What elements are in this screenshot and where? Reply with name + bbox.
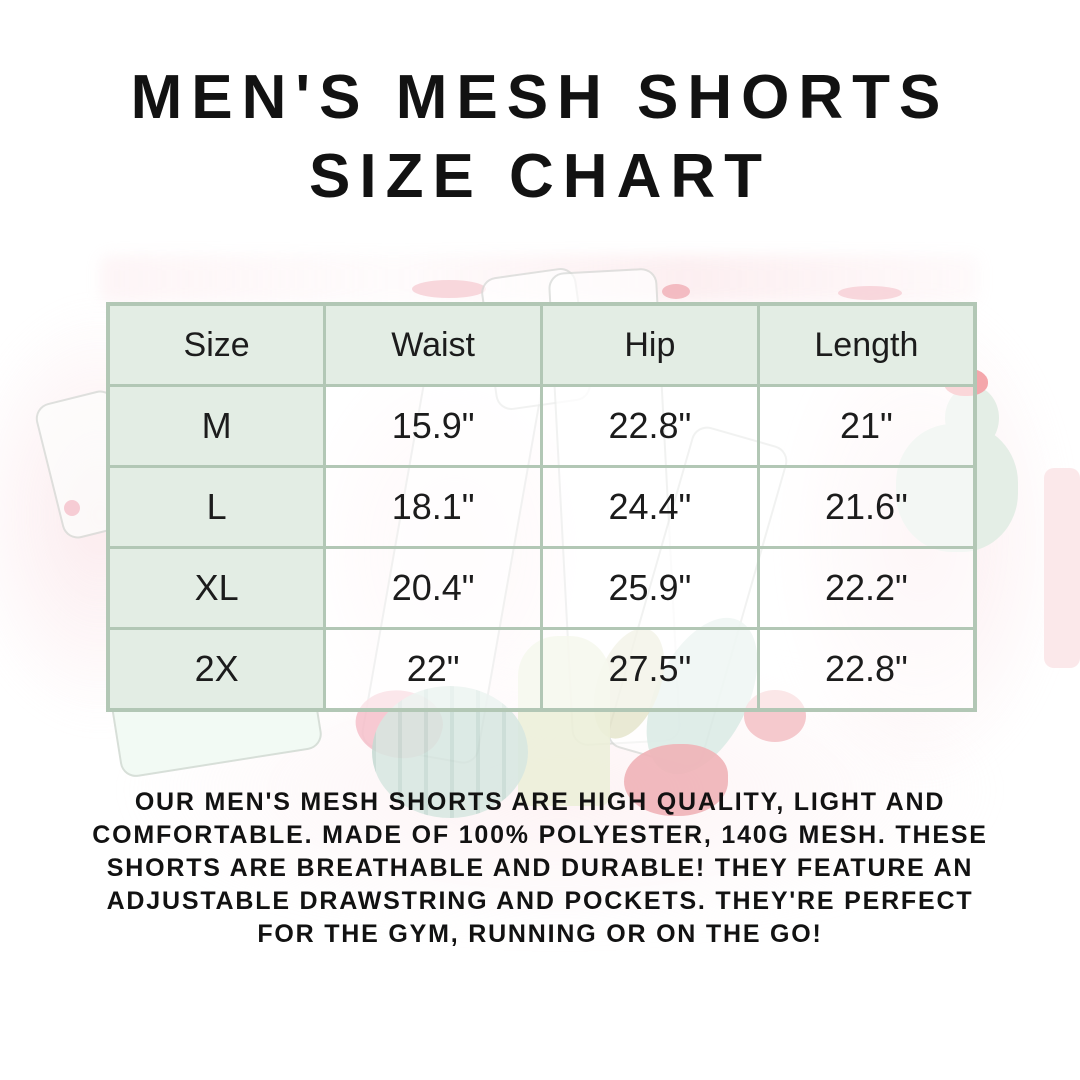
cell-xl-hip: 25.9" bbox=[540, 546, 760, 630]
col-header-length: Length bbox=[756, 302, 977, 387]
watercolor-pink-strip bbox=[1044, 468, 1080, 668]
cell-l-hip: 24.4" bbox=[540, 465, 760, 549]
product-description: OUR MEN'S MESH SHORTS ARE HIGH QUALITY, … bbox=[0, 786, 1080, 951]
description-line-1: OUR MEN'S MESH SHORTS ARE HIGH QUALITY, … bbox=[134, 788, 946, 816]
table-row-l: L 18.1" 24.4" 21.6" bbox=[106, 465, 977, 549]
cell-l-length: 21.6" bbox=[756, 465, 977, 549]
cell-m-waist: 15.9" bbox=[323, 384, 543, 468]
description-line-3: SHORTS ARE BREATHABLE AND DURABLE! THEY … bbox=[106, 854, 974, 882]
size-chart-table: Size Waist Hip Length M 15.9" 22.8" 21" … bbox=[106, 302, 977, 712]
cell-2x-hip: 27.5" bbox=[540, 627, 760, 712]
cell-xl-length: 22.2" bbox=[756, 546, 977, 630]
cell-l-waist: 18.1" bbox=[323, 465, 543, 549]
cell-m-length: 21" bbox=[756, 384, 977, 468]
cell-xl-waist: 20.4" bbox=[323, 546, 543, 630]
description-line-5: FOR THE GYM, RUNNING OR ON THE GO! bbox=[257, 920, 823, 948]
description-line-4: ADJUSTABLE DRAWSTRING AND POCKETS. THEY'… bbox=[106, 887, 974, 915]
cell-2x-length: 22.8" bbox=[756, 627, 977, 712]
page-title: MEN'S MESH SHORTS SIZE CHART bbox=[0, 58, 1080, 216]
cell-2x-size: 2X bbox=[106, 627, 327, 712]
table-row-2x: 2X 22" 27.5" 22.8" bbox=[106, 627, 977, 712]
cell-xl-size: XL bbox=[106, 546, 327, 630]
table-row-m: M 15.9" 22.8" 21" bbox=[106, 384, 977, 468]
cell-l-size: L bbox=[106, 465, 327, 549]
watercolor-blob bbox=[662, 284, 690, 299]
header-row: Size Waist Hip Length bbox=[106, 302, 977, 387]
watercolor-blob bbox=[838, 286, 902, 300]
watercolor-blob bbox=[412, 280, 486, 298]
title-line-2: SIZE CHART bbox=[309, 142, 771, 211]
watercolor-pink-dot bbox=[64, 500, 80, 516]
table-row-xl: XL 20.4" 25.9" 22.2" bbox=[106, 546, 977, 630]
cell-m-hip: 22.8" bbox=[540, 384, 760, 468]
col-header-waist: Waist bbox=[323, 302, 543, 387]
watercolor-pink-wash-top bbox=[100, 255, 980, 303]
description-line-2: COMFORTABLE. MADE OF 100% POLYESTER, 140… bbox=[92, 821, 988, 849]
col-header-size: Size bbox=[106, 302, 327, 387]
title-line-1: MEN'S MESH SHORTS bbox=[130, 63, 950, 132]
cell-m-size: M bbox=[106, 384, 327, 468]
col-header-hip: Hip bbox=[540, 302, 760, 387]
cell-2x-waist: 22" bbox=[323, 627, 543, 712]
